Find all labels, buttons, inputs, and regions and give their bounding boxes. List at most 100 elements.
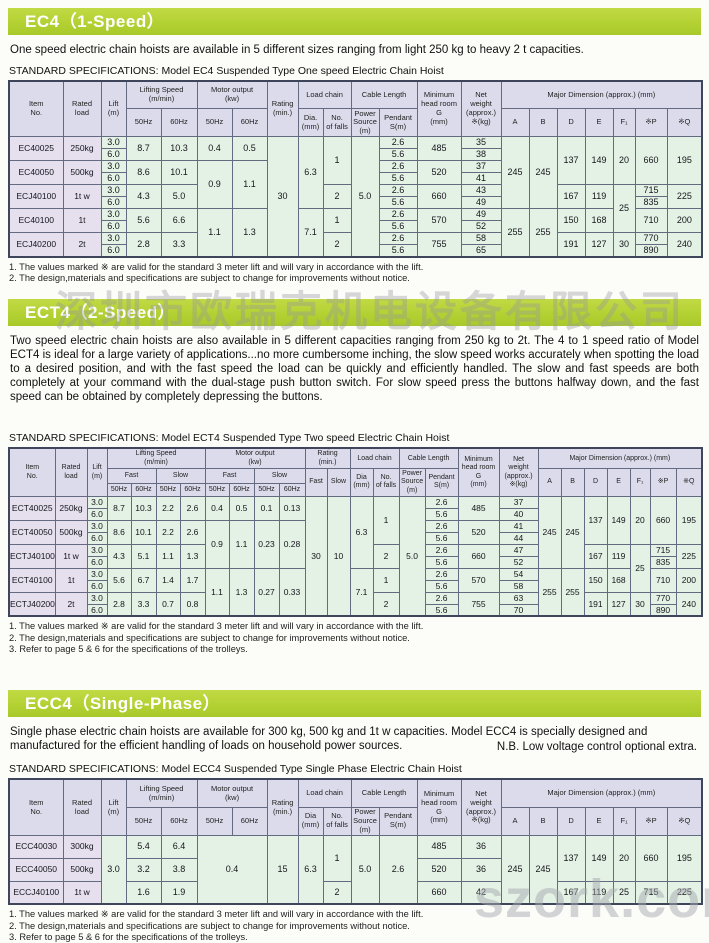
spec-value-cell: 6.0 bbox=[100, 148, 127, 162]
spec-value-cell: 2 bbox=[372, 543, 400, 569]
section-intro-ect4: Two speed electric chain hoists are also… bbox=[10, 335, 699, 403]
spec-value-cell: 660 bbox=[416, 880, 462, 905]
spec-value-cell: 250kg bbox=[62, 136, 102, 162]
spec-value-cell: 5.6 bbox=[378, 196, 418, 210]
spec-header-cell: Net weight (approx.) ※(kg) bbox=[460, 80, 502, 138]
spec-header-cell: ※Q bbox=[675, 467, 703, 497]
spec-value-cell: 520 bbox=[416, 857, 462, 882]
spec-header-cell: Minimum head room G (mm) bbox=[416, 80, 462, 138]
spec-value-cell: 20 bbox=[612, 136, 636, 186]
spec-header-cell: No. of falls bbox=[372, 467, 400, 497]
spec-header-cell: A bbox=[537, 467, 562, 497]
spec-value-cell: 54 bbox=[498, 567, 539, 581]
spec-value-cell: 2.6 bbox=[179, 495, 206, 521]
spec-header-cell: 60Hz bbox=[228, 482, 255, 497]
spec-header-cell: Load chain bbox=[297, 80, 352, 110]
spec-value-cell: 710 bbox=[649, 567, 677, 593]
spec-value-cell: 149 bbox=[584, 136, 614, 186]
section-heading-ec4: EC4（1-Speed） bbox=[8, 8, 701, 35]
spec-value-cell: 3.0 bbox=[100, 184, 127, 198]
spec-header-cell: Net weight (approx.) ※(kg) bbox=[460, 778, 502, 836]
spec-value-cell: 2 bbox=[372, 591, 400, 617]
spec-header-cell: 50Hz bbox=[155, 482, 181, 497]
spec-value-cell: 1.6 bbox=[125, 880, 162, 905]
spec-header-cell: Lift (m) bbox=[86, 447, 108, 497]
spec-header-cell: Item No. bbox=[8, 80, 64, 138]
spec-value-cell: 44 bbox=[498, 531, 539, 545]
spec-value-cell: ECT40025 bbox=[8, 495, 56, 521]
spec-value-cell: 0.8 bbox=[179, 591, 206, 617]
spec-value-cell: 0.4 bbox=[204, 495, 230, 521]
spec-value-cell: EC40050 bbox=[8, 160, 64, 186]
spec-value-cell: 2 bbox=[322, 880, 352, 905]
spec-header-cell: Lifting Speed (m/min) bbox=[125, 80, 198, 110]
spec-value-cell: 8.6 bbox=[125, 160, 162, 186]
spec-value-cell: 20 bbox=[629, 495, 651, 545]
spec-value-cell: ECJ40200 bbox=[8, 232, 64, 258]
spec-value-cell: 200 bbox=[675, 567, 703, 593]
spec-value-cell: 58 bbox=[498, 579, 539, 593]
spec-header-cell: Rated load bbox=[62, 80, 102, 138]
spec-value-cell: 2.6 bbox=[378, 834, 418, 905]
spec-value-cell: 3.3 bbox=[130, 591, 157, 617]
spec-value-cell: 2.2 bbox=[155, 495, 181, 521]
spec-value-cell: 1 bbox=[372, 495, 400, 545]
spec-header-cell: Slow bbox=[326, 467, 351, 497]
spec-value-cell: 8.7 bbox=[125, 136, 162, 162]
spec-header-cell: Slow bbox=[253, 467, 306, 484]
spec-value-cell: 36 bbox=[460, 834, 502, 859]
spec-value-cell: 0.1 bbox=[253, 495, 280, 521]
spec-header-cell: F₁ bbox=[612, 806, 636, 836]
spec-value-cell: 52 bbox=[460, 220, 502, 234]
spec-header-cell: Pendant S(m) bbox=[424, 467, 459, 497]
spec-value-cell: 6.3 bbox=[297, 136, 324, 210]
spec-value-cell: 5.6 bbox=[378, 172, 418, 186]
spec-header-cell: ※Q bbox=[666, 806, 703, 836]
spec-value-cell: 890 bbox=[634, 244, 668, 258]
spec-value-cell: 5.4 bbox=[125, 834, 162, 859]
spec-value-cell: 6.0 bbox=[100, 220, 127, 234]
spec-value-cell: 149 bbox=[584, 834, 614, 882]
spec-value-cell: 1t bbox=[62, 208, 102, 234]
spec-value-cell: 41 bbox=[460, 172, 502, 186]
spec-value-cell: 755 bbox=[416, 232, 462, 258]
spec-value-cell: 2.6 bbox=[378, 232, 418, 246]
spec-value-cell: ECJ40100 bbox=[8, 184, 64, 210]
spec-value-cell: 1.1 bbox=[231, 160, 268, 210]
spec-value-cell: 5.6 bbox=[378, 220, 418, 234]
spec-value-cell: 168 bbox=[584, 208, 614, 234]
spec-value-cell: 30 bbox=[629, 591, 651, 617]
spec-header-cell: 50Hz bbox=[204, 482, 230, 497]
table-caption-ecc4: STANDARD SPECIFICATIONS: Model ECC4 Susp… bbox=[9, 763, 462, 776]
spec-value-cell: 6.0 bbox=[86, 507, 108, 521]
spec-value-cell: ECTJ40200 bbox=[8, 591, 56, 617]
spec-value-cell: 0.9 bbox=[204, 519, 230, 569]
spec-header-cell: No. of falls bbox=[322, 806, 352, 836]
spec-value-cell: 770 bbox=[649, 591, 677, 605]
spec-value-cell: 49 bbox=[460, 196, 502, 210]
spec-header-cell: Slow bbox=[155, 467, 206, 484]
spec-value-cell: 191 bbox=[583, 591, 608, 617]
spec-table-ect4: Item No. Rated load Lift (m) Lifting Speed … bbox=[8, 447, 704, 618]
spec-header-cell: A bbox=[500, 806, 530, 836]
spec-value-cell: 660 bbox=[634, 834, 668, 882]
spec-header-cell: Dia (mm) bbox=[297, 806, 324, 836]
spec-value-cell: 42 bbox=[460, 880, 502, 905]
spec-value-cell: 38 bbox=[460, 148, 502, 162]
spec-value-cell: 6.3 bbox=[297, 834, 324, 905]
notes-ecc4: 1. The values marked ※ are valid for the… bbox=[9, 909, 701, 943]
note-line: 1. The values marked ※ are valid for the… bbox=[9, 261, 424, 272]
spec-header-cell: Motor output (kw) bbox=[204, 447, 306, 469]
table-caption-ec4: STANDARD SPECIFICATIONS: Model EC4 Suspe… bbox=[9, 64, 444, 77]
spec-value-cell: 10.3 bbox=[130, 495, 157, 521]
spec-value-cell: 2.6 bbox=[424, 591, 459, 605]
notes-ec4: 1. The values marked ※ are valid for the… bbox=[9, 262, 701, 285]
spec-value-cell: 10.1 bbox=[160, 160, 198, 186]
spec-value-cell: 8.6 bbox=[106, 519, 132, 545]
note-line: 2. The design,materials and specificatio… bbox=[9, 920, 410, 931]
intro-line: Single phase electric chain hoists are a… bbox=[10, 726, 648, 739]
spec-header-cell: Minimum head room G (mm) bbox=[457, 447, 500, 497]
spec-value-cell: 5.0 bbox=[350, 136, 380, 258]
spec-header-cell: Fast bbox=[304, 467, 328, 497]
